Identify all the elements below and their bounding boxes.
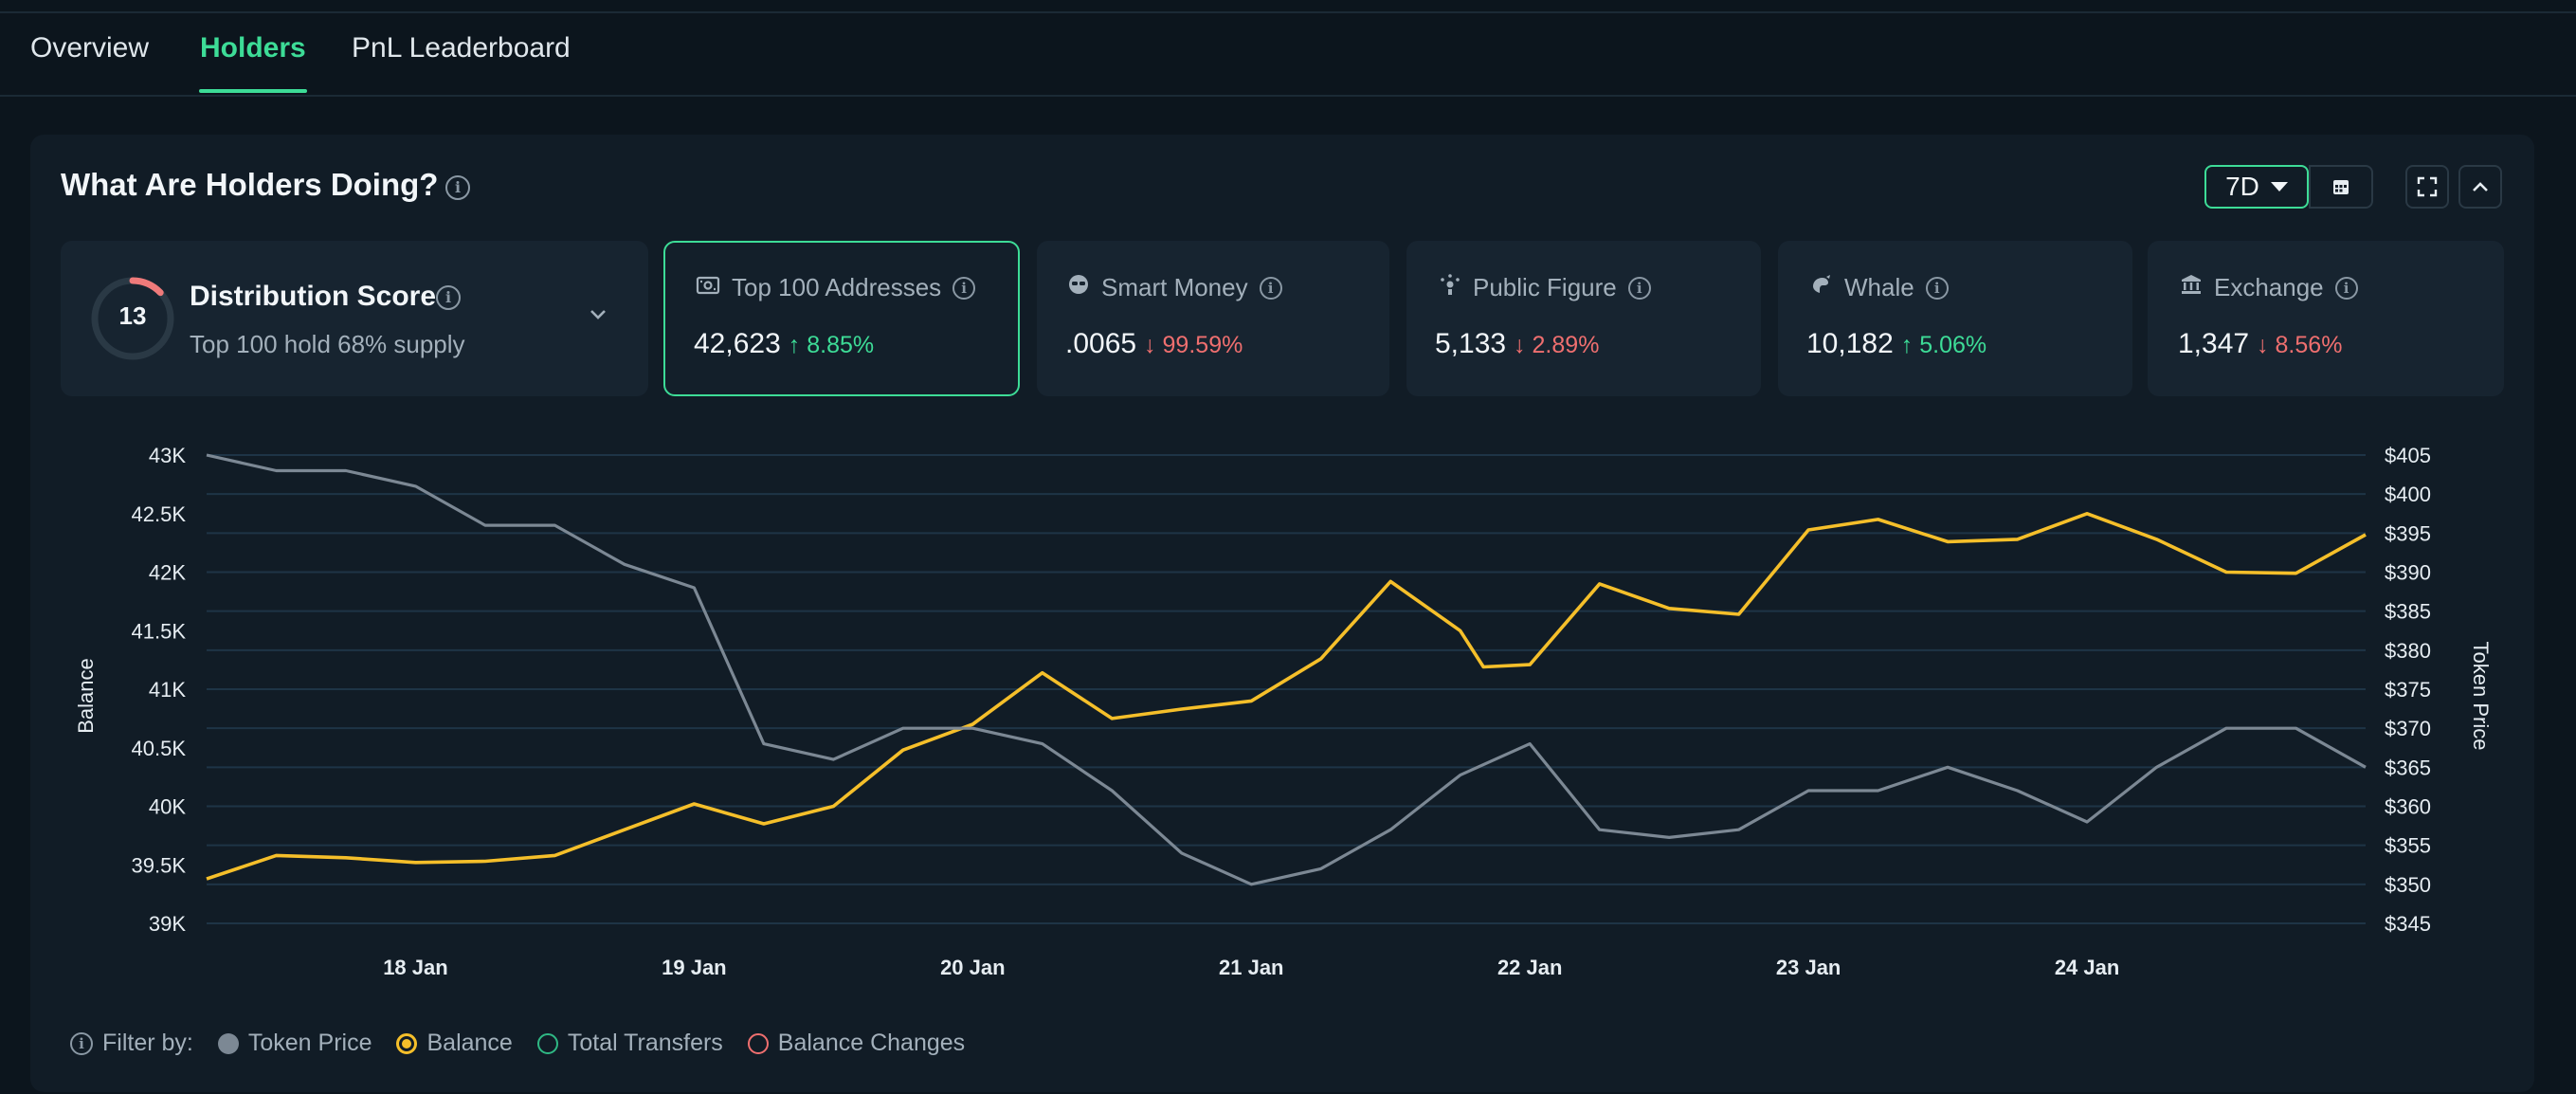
chevron-up-icon [2473,182,2488,191]
tab-holders[interactable]: Holders [200,32,306,64]
card-value: 10,182 ↑ 5.06% [1806,328,1987,359]
chart-filter: i Filter by: Token Price Balance Total T… [70,1030,965,1057]
y2-tick-label: $370 [2385,717,2431,740]
spotlight-icon [1439,273,1461,302]
y-tick-label: 41K [149,678,186,702]
fullscreen-button[interactable] [2405,165,2449,209]
legend-dot [747,1032,769,1054]
y2-axis-title: Token Price [2469,642,2493,751]
bank-icon [2180,273,2203,302]
card-value: .0065 ↓ 99.59% [1065,328,1243,359]
card-smart-money[interactable] [1037,241,1389,396]
y-tick-label: 40.5K [132,737,187,760]
token-price-line [206,453,2367,886]
y-tick-label: 41.5K [132,619,187,643]
y-tick-label: 42K [149,561,186,585]
distribution-score-subtitle: Top 100 hold 68% supply [190,330,465,358]
info-icon[interactable]: i [2334,276,2358,300]
card-value: 42,623 ↑ 8.85% [694,328,875,359]
card-value: 5,133 ↓ 2.89% [1435,328,1600,359]
change-up: ↑ 5.06% [1900,332,1987,358]
sunglasses-icon [1067,273,1090,302]
y2-tick-label: $365 [2385,756,2431,779]
y2-tick-label: $350 [2385,873,2431,897]
x-tick-label: 22 Jan [1497,956,1563,979]
balance-line [206,511,2367,881]
y-tick-label: 39.5K [132,853,187,877]
info-icon[interactable]: i [70,1031,93,1055]
card-label: Whale i [1810,273,1949,302]
info-icon[interactable]: i [1259,276,1282,300]
legend-dot [536,1032,558,1054]
time-range-select[interactable]: 7D [2204,165,2309,209]
calendar-button[interactable] [2309,165,2373,209]
x-tick-label: 24 Jan [2055,956,2120,979]
card-value: 1,347 ↓ 8.56% [2178,328,2343,359]
calendar-icon [2333,180,2349,194]
x-tick-label: 18 Jan [383,956,448,979]
y2-tick-label: $375 [2385,678,2431,702]
info-icon[interactable]: i [952,276,976,300]
chevron-down-icon[interactable] [588,303,608,324]
card-label: Public Figure i [1439,273,1651,302]
card-top-100-addresses[interactable] [663,241,1020,396]
info-icon[interactable]: i [1627,276,1651,300]
legend-dot [217,1032,239,1054]
y-tick-label: 42.5K [132,502,187,526]
y2-tick-label: $400 [2385,483,2431,506]
change-down: ↓ 99.59% [1144,332,1243,358]
info-icon[interactable]: i [445,175,470,200]
active-tab-indicator [199,89,307,93]
card-label: Top 100 Addresses i [696,273,976,302]
legend-token-price[interactable]: Token Price [217,1030,372,1057]
y2-tick-label: $390 [2385,561,2431,585]
tab-bar: Overview Holders PnL Leaderboard [0,13,2576,97]
card-public-figure[interactable] [1406,241,1761,396]
y-tick-label: 43K [149,444,186,467]
distribution-score-value: 13 [118,301,147,330]
banknote-icon [696,275,720,301]
distribution-score-title: Distribution Score [190,281,437,312]
x-tick-label: 19 Jan [662,956,727,979]
fullscreen-icon [2417,176,2438,197]
legend-balance-changes[interactable]: Balance Changes [747,1030,965,1057]
x-tick-label: 21 Jan [1219,956,1284,979]
whale-icon [1810,273,1833,302]
collapse-button[interactable] [2458,165,2502,209]
card-exchange[interactable] [2148,241,2504,396]
y2-tick-label: $395 [2385,521,2431,545]
card-label: Smart Money i [1067,273,1282,302]
change-down: ↓ 2.89% [1514,332,1600,358]
y2-tick-label: $385 [2385,600,2431,624]
y2-tick-label: $345 [2385,912,2431,936]
y2-tick-label: $360 [2385,795,2431,819]
change-down: ↓ 8.56% [2257,332,2343,358]
y2-tick-label: $355 [2385,834,2431,858]
change-up: ↑ 8.85% [788,332,875,358]
distribution-score-ring [91,277,174,360]
info-icon[interactable]: i [1925,276,1949,300]
panel-title: What Are Holders Doing? [61,167,439,202]
legend-total-transfers[interactable]: Total Transfers [536,1030,723,1057]
top-divider [0,11,2576,13]
filter-label: Filter by: [102,1030,193,1056]
tab-overview[interactable]: Overview [30,32,150,64]
y-axis-title: Balance [74,658,98,734]
time-range-value: 7D [2225,172,2259,201]
legend-balance[interactable]: Balance [396,1030,513,1057]
tab-pnl-leaderboard[interactable]: PnL Leaderboard [352,32,571,64]
x-tick-label: 23 Jan [1776,956,1841,979]
y-tick-label: 39K [149,912,186,936]
legend-dot [396,1032,418,1054]
y2-tick-label: $380 [2385,639,2431,663]
card-whale[interactable] [1778,241,2132,396]
x-tick-label: 20 Jan [940,956,1006,979]
y2-tick-label: $405 [2385,444,2431,467]
y-tick-label: 40K [149,795,186,819]
card-label: Exchange i [2180,273,2358,302]
distribution-score-card[interactable] [61,241,648,396]
caret-down-icon [2270,182,2288,191]
info-icon[interactable]: i [436,285,461,310]
